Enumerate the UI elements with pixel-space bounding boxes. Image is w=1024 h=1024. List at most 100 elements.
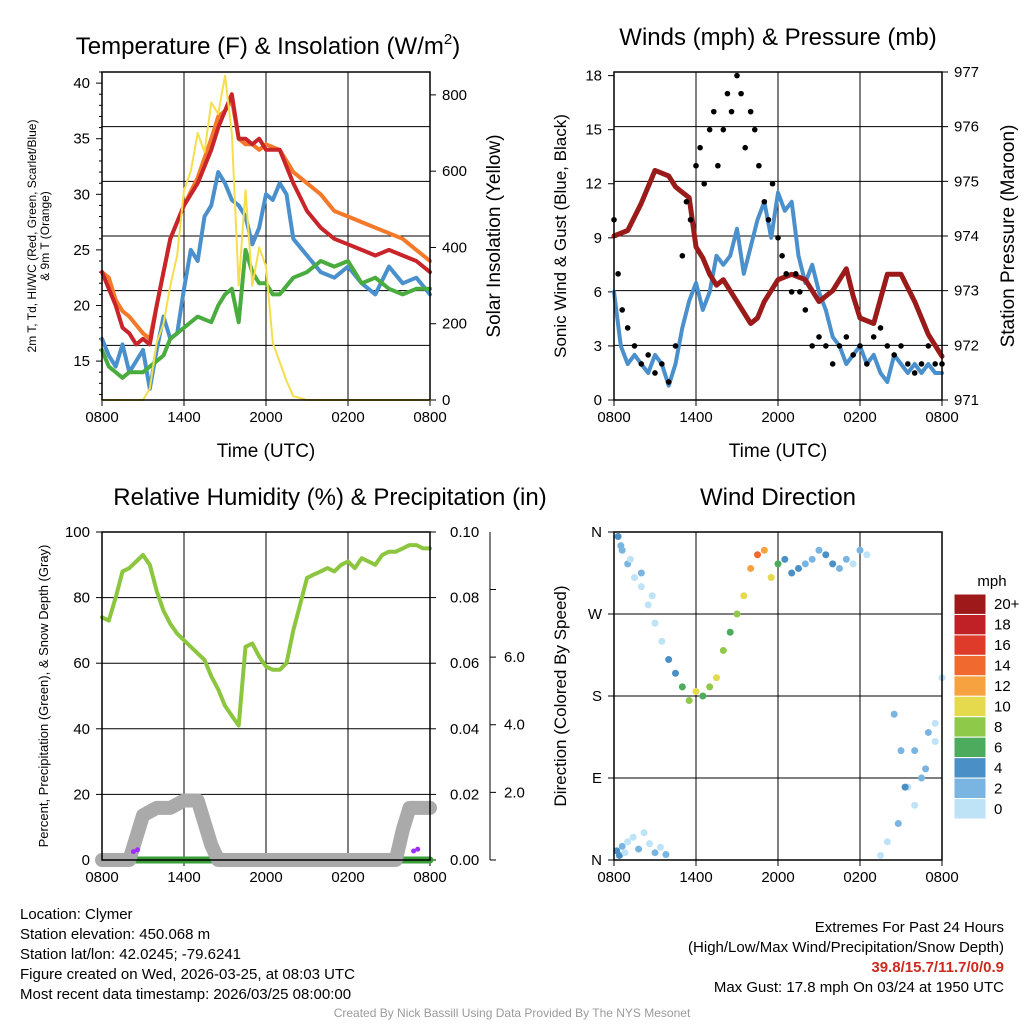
humidity-xtick-label: 1400	[167, 869, 200, 886]
gust-point	[624, 325, 631, 331]
direction-point	[883, 838, 891, 846]
marker-point	[415, 846, 421, 852]
temperature-xtick-label: 0800	[413, 409, 446, 426]
direction-point	[836, 564, 843, 572]
direction-title: Wind Direction	[700, 484, 856, 511]
humidity-panel: Relative Humidity (%) & Precipitation (i…	[36, 484, 547, 886]
colorbar-label: 10	[994, 699, 1011, 716]
insolation-ytick-label: 0	[442, 392, 450, 409]
gust-point	[761, 198, 768, 205]
direction-ytick-label: S	[592, 688, 602, 705]
gust-point	[809, 343, 815, 349]
direction-point	[849, 560, 857, 568]
humidity-ylabel: Percent, Precipitation (Green), & Snow D…	[36, 545, 51, 848]
gust-point	[652, 370, 658, 376]
temperature-ytick-label: 25	[73, 242, 90, 259]
gust-point	[638, 361, 645, 367]
gust-point	[756, 162, 762, 169]
direction-point	[733, 610, 741, 618]
gust-point	[679, 253, 686, 259]
direction-ylabel: Direction (Colored By Speed)	[551, 585, 570, 806]
colorbar-label: 12	[994, 678, 1011, 695]
insolation-ytick-label: 800	[442, 87, 467, 104]
snow-ytick-label: 2.0	[504, 784, 525, 801]
direction-point	[713, 674, 720, 682]
wind-ytick-label: 3	[594, 338, 602, 355]
direction-point	[621, 849, 629, 857]
station-location: Location: Clymer	[20, 906, 133, 923]
gust-point	[836, 343, 843, 349]
direction-point	[774, 560, 782, 568]
direction-xtick-label: 0200	[843, 869, 876, 886]
gust-point	[911, 370, 918, 376]
direction-point	[672, 669, 679, 677]
series-wind-chill	[100, 170, 432, 391]
direction-ytick-label: W	[588, 606, 603, 623]
winds-xtick-label: 2000	[761, 409, 794, 426]
direction-point	[637, 569, 645, 577]
pressure-ytick-label: 972	[954, 337, 979, 354]
gust-point	[734, 72, 740, 79]
winds-frame	[613, 71, 943, 401]
precip-ytick-label: 0.06	[450, 655, 479, 672]
gust-point	[701, 180, 707, 187]
direction-frame	[613, 531, 943, 861]
direction-point	[618, 842, 626, 850]
humidity-ytick-label: 100	[65, 524, 90, 541]
direction-point	[615, 851, 623, 859]
direction-point	[614, 533, 622, 541]
snow-ytick-label: 4.0	[504, 717, 525, 734]
direction-point	[626, 555, 634, 563]
series-9m-t	[100, 97, 432, 341]
direction-point	[726, 628, 734, 636]
direction-ytick-label: E	[592, 770, 602, 787]
direction-point	[931, 738, 939, 746]
gust-point	[857, 343, 863, 349]
direction-point	[658, 637, 666, 645]
direction-point	[856, 546, 864, 554]
wind-ytick-label: 0	[594, 392, 602, 409]
gust-point	[891, 352, 897, 358]
precip-ytick-label: 0.08	[450, 590, 479, 607]
winds-xtick-label: 0800	[925, 409, 958, 426]
temperature-xtick-label: 0200	[331, 409, 364, 426]
direction-point	[637, 583, 645, 591]
temperature-title: Temperature (F) & Insolation (W/m2)	[76, 31, 460, 60]
temperature-xtick-label: 2000	[249, 409, 282, 426]
temperature-ytick-label: 15	[73, 353, 90, 370]
figure-canvas: Temperature (F) & Insolation (W/m2) 15 20 2…	[25, 24, 1020, 886]
gust-point	[829, 361, 836, 367]
credit-line: Created By Nick Bassill Using Data Provi…	[333, 1006, 691, 1020]
direction-point	[678, 683, 686, 691]
colorbar-swatch	[953, 695, 987, 718]
temperature-ytick-label: 30	[73, 186, 90, 203]
pressure-ytick-label: 974	[954, 228, 979, 245]
direction-point	[890, 710, 898, 718]
pressure-ytick-label: 975	[954, 173, 979, 190]
series-solar-insolation	[101, 74, 431, 401]
recent-data-timestamp: Most recent data timestamp: 2026/03/25 0…	[20, 986, 352, 1003]
humidity-ytick-label: 80	[73, 590, 90, 607]
direction-xtick-label: 0800	[597, 869, 630, 886]
gust-point	[850, 352, 856, 358]
direction-point	[706, 683, 714, 691]
gust-point	[615, 271, 621, 277]
colorbar-label: 4	[994, 760, 1002, 777]
wind-ytick-label: 18	[585, 68, 602, 85]
gust-point	[724, 90, 731, 97]
direction-point	[699, 692, 707, 700]
direction-point	[829, 560, 837, 568]
winds-panel: Winds (mph) & Pressure (mb) 0 3 6 9 12 15 18 971…	[551, 24, 1019, 462]
gust-point	[672, 343, 679, 349]
wind-ytick-label: 6	[594, 284, 602, 301]
gust-point	[742, 144, 748, 151]
direction-ytick-label: N	[591, 852, 602, 869]
direction-xtick-label: 2000	[761, 869, 794, 886]
wind-ytick-label: 15	[585, 122, 602, 139]
pressure-ytick-label: 976	[954, 119, 979, 136]
direction-point	[754, 551, 761, 559]
direction-point	[897, 747, 905, 755]
temperature-ytick-label: 20	[73, 297, 90, 314]
gust-point	[816, 334, 822, 340]
